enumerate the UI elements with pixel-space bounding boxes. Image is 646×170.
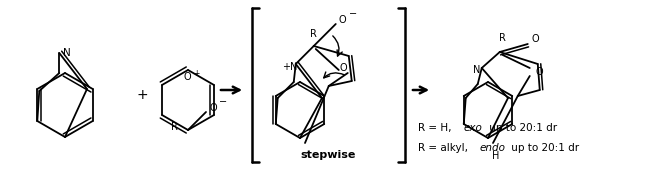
- Text: endo: endo: [480, 143, 506, 153]
- Text: −: −: [349, 9, 357, 19]
- Text: exo: exo: [464, 123, 483, 133]
- Text: H: H: [492, 151, 500, 161]
- Text: R = H,: R = H,: [418, 123, 455, 133]
- Text: +: +: [136, 88, 148, 102]
- Text: O: O: [340, 63, 348, 73]
- Text: O: O: [339, 15, 346, 25]
- Text: +: +: [193, 70, 199, 79]
- Text: R: R: [310, 29, 317, 39]
- Text: N: N: [473, 65, 481, 75]
- Text: O: O: [209, 103, 217, 113]
- Text: up to 20:1 dr: up to 20:1 dr: [486, 123, 557, 133]
- Text: R: R: [499, 33, 506, 43]
- Text: −: −: [219, 97, 227, 107]
- Text: O: O: [183, 72, 191, 82]
- Text: stepwise: stepwise: [301, 150, 356, 160]
- Text: N: N: [63, 48, 71, 58]
- Text: up to 20:1 dr: up to 20:1 dr: [508, 143, 579, 153]
- Text: O: O: [536, 67, 543, 77]
- Text: R = alkyl,: R = alkyl,: [418, 143, 471, 153]
- Text: +N: +N: [282, 62, 297, 72]
- Text: O: O: [532, 34, 539, 44]
- Text: R: R: [171, 122, 178, 132]
